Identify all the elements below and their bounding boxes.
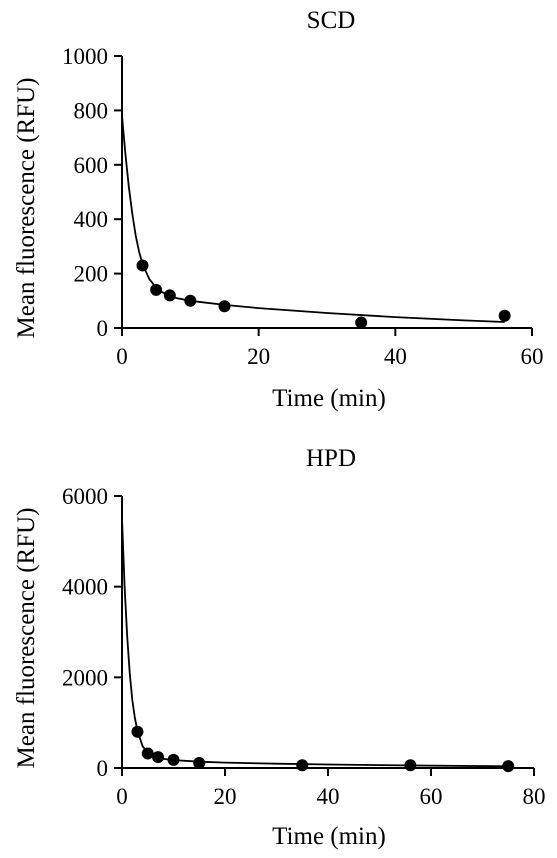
y-tick-label: 0 bbox=[97, 316, 109, 341]
data-point bbox=[502, 760, 515, 773]
data-point bbox=[152, 751, 165, 764]
scd-panel: SCD Time (min) Mean fluorescence (RFU) 0… bbox=[13, 7, 544, 412]
chart-title: HPD bbox=[306, 445, 356, 472]
data-point bbox=[218, 300, 231, 313]
data-point bbox=[136, 259, 149, 272]
y-tick-label: 800 bbox=[74, 98, 109, 123]
x-tick-label: 60 bbox=[420, 784, 443, 809]
y-tick-label: 2000 bbox=[62, 665, 108, 690]
x-tick-label: 20 bbox=[214, 784, 237, 809]
y-axis-label: Mean fluorescence (RFU) bbox=[13, 77, 40, 338]
y-tick-label: 4000 bbox=[62, 575, 108, 600]
data-point bbox=[163, 289, 176, 302]
x-axis-label: Time (min) bbox=[272, 385, 386, 412]
chart-title: SCD bbox=[307, 7, 356, 34]
data-point bbox=[404, 759, 417, 772]
y-axis-label: Mean fluorescence (RFU) bbox=[13, 507, 40, 768]
x-tick-label: 40 bbox=[317, 784, 340, 809]
data-point bbox=[167, 753, 180, 766]
x-tick-label: 0 bbox=[116, 784, 128, 809]
x-axis-label: Time (min) bbox=[272, 823, 386, 850]
data-point bbox=[131, 725, 144, 738]
hpd-panel: HPD Time (min) Mean fluorescence (RFU) 0… bbox=[13, 445, 546, 850]
x-tick-label: 80 bbox=[523, 784, 546, 809]
data-point bbox=[184, 294, 197, 307]
x-tick-label: 20 bbox=[247, 344, 270, 369]
y-tick-label: 600 bbox=[74, 153, 109, 178]
data-point bbox=[498, 309, 511, 322]
x-tick-label: 60 bbox=[521, 344, 544, 369]
y-tick-label: 400 bbox=[74, 207, 109, 232]
data-point bbox=[193, 757, 206, 770]
data-point bbox=[296, 759, 309, 772]
y-tick-label: 200 bbox=[74, 262, 109, 287]
y-tick-label: 0 bbox=[97, 756, 109, 781]
fit-curve bbox=[121, 115, 505, 323]
data-point bbox=[141, 747, 154, 760]
data-point bbox=[150, 283, 163, 296]
y-tick-label: 1000 bbox=[62, 44, 108, 69]
x-tick-label: 0 bbox=[116, 344, 128, 369]
fit-curve bbox=[121, 518, 509, 768]
x-tick-label: 40 bbox=[384, 344, 407, 369]
data-point bbox=[355, 316, 368, 329]
y-tick-label: 6000 bbox=[62, 484, 108, 509]
